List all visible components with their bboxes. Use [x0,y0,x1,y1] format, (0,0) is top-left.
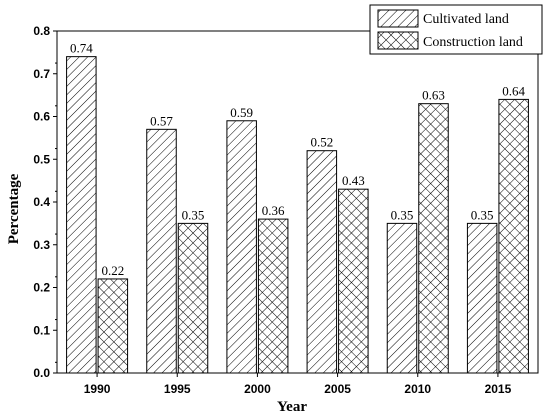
x-tick-label: 2015 [485,382,512,396]
x-tick-label: 1990 [84,382,111,396]
y-tick-label: 0.6 [33,110,50,124]
data-label: 0.64 [502,83,525,98]
data-label: 0.43 [342,173,365,188]
plot-area [56,30,539,374]
plot-frame [56,30,539,374]
data-label: 0.63 [422,88,445,103]
y-tick-label: 0.7 [33,67,50,81]
y-tick-label: 0.1 [33,323,50,337]
bar-construction-land-2010 [418,103,449,374]
bar-cultivated-land-1990 [66,56,97,374]
y-axis-title: Percentage [6,173,22,244]
legend-label-construction-land: Construction land [423,35,523,50]
x-tick-label: 2000 [244,382,271,396]
bar-construction-land-1990 [97,278,129,374]
y-tick-label: 0.8 [33,24,50,38]
y-tick-label: 0.2 [33,281,50,295]
bar-cultivated-land-1995 [146,128,177,374]
data-label: 0.35 [471,207,494,222]
bar-construction-land-2005 [338,188,369,374]
x-axis-title: Year [277,399,307,415]
bar-cultivated-land-2000 [226,120,257,374]
data-label: 0.74 [70,41,93,56]
data-label: 0.36 [262,203,285,218]
legend: Cultivated land Construction land [369,4,543,55]
bar-construction-land-1995 [177,222,209,374]
bar-cultivated-land-2005 [306,150,338,374]
bar-cultivated-land-2010 [386,222,418,374]
x-tick-label: 1995 [164,382,191,396]
data-label: 0.52 [310,135,333,150]
x-tick-label: 2010 [404,382,431,396]
data-label: 0.35 [182,207,205,222]
y-tick-label: 0.0 [33,366,50,380]
bar-construction-land-2015 [498,98,529,374]
y-tick-label: 0.3 [33,238,50,252]
x-tick-label: 2005 [324,382,351,396]
data-labels-group: 0.74 0.22 0.57 0.35 0.59 0.36 0.52 0.43 0.35 0.63… [70,41,526,278]
y-tick-label: 0.5 [33,152,50,166]
data-label: 0.57 [150,113,173,128]
data-label: 0.59 [230,105,253,120]
data-label: 0.35 [391,207,414,222]
legend-swatch-cultivated-land [377,9,419,28]
x-axis: 1990 1995 2000 2005 2010 2015 [84,373,512,396]
y-tick-label: 0.4 [33,195,50,209]
bar-cultivated-land-2015 [466,222,498,374]
data-label: 0.22 [101,263,124,278]
legend-swatch-construction-land [377,31,419,50]
legend-label-cultivated-land: Cultivated land [423,12,509,27]
bars-group [66,56,529,374]
bar-construction-land-2000 [257,218,289,374]
y-axis: 0.0 0.1 0.2 0.3 0.4 0.5 0.6 0.7 0.8 [33,24,57,380]
